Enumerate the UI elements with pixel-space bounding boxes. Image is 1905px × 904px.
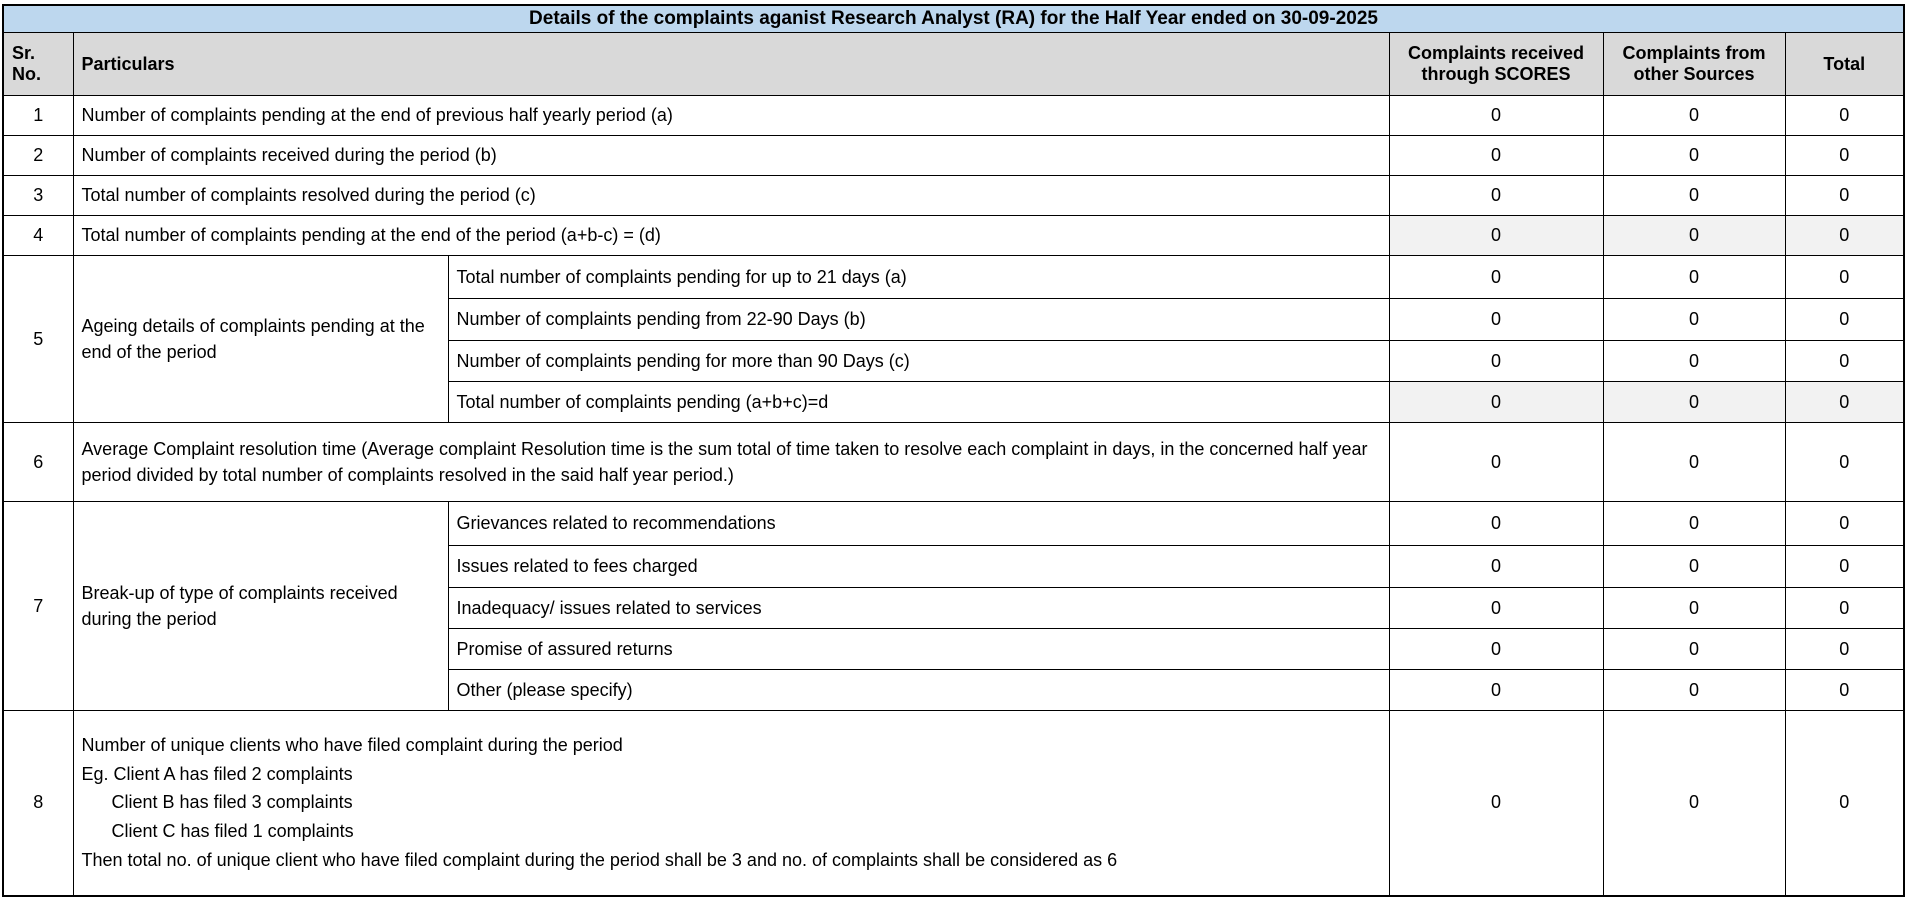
total-value-cell: 0 [1784, 587, 1905, 629]
other-value-cell: 0 [1602, 587, 1786, 629]
scores-value-cell: 0 [1388, 95, 1604, 136]
scores-value-cell: 0 [1388, 501, 1604, 546]
group-label-cell: Break-up of type of complaints received … [72, 501, 449, 711]
total-value-cell: 0 [1784, 381, 1905, 423]
total-value-cell: 0 [1784, 298, 1905, 341]
column-header-sr-no: Sr. No. [2, 32, 74, 96]
other-value-cell: 0 [1602, 545, 1786, 588]
sr-cell: 3 [2, 175, 74, 216]
title-row: Details of the complaints aganist Resear… [2, 4, 1905, 33]
sr-cell: 4 [2, 215, 74, 256]
particulars-cell: Number of complaints pending at the end … [72, 95, 1390, 136]
scores-value-cell: 0 [1388, 255, 1604, 299]
sr-cell: 8 [2, 710, 74, 896]
table-row: Other (please specify) 0 0 0 [3, 669, 1905, 711]
particulars-cell: Average Complaint resolution time (Avera… [72, 422, 1390, 502]
scores-value-cell: 0 [1388, 175, 1604, 216]
table-row: 3 Total number of complaints resolved du… [2, 175, 1905, 216]
scores-value-cell: 0 [1388, 135, 1604, 176]
table-row: Number of complaints pending for more th… [3, 340, 1905, 382]
header-row: Sr. No. Particulars Complaints received … [2, 32, 1905, 96]
table-row: Inadequacy/ issues related to services 0… [3, 587, 1905, 629]
sr-cell: 5 [2, 255, 74, 423]
sr-cell: 7 [2, 501, 74, 711]
other-value-cell: 0 [1602, 135, 1786, 176]
scores-value-cell: 0 [1388, 545, 1604, 588]
sub-particulars-cell: Other (please specify) [447, 669, 1390, 711]
total-value-cell: 0 [1784, 669, 1905, 711]
table-row: 4 Total number of complaints pending at … [2, 215, 1905, 256]
total-value-cell: 0 [1784, 710, 1905, 896]
sub-particulars-cell: Promise of assured returns [447, 628, 1390, 670]
other-value-cell: 0 [1602, 669, 1786, 711]
total-value-cell: 0 [1784, 95, 1905, 136]
column-header-other-sources: Complaints from other Sources [1602, 32, 1786, 96]
other-value-cell: 0 [1602, 628, 1786, 670]
table-row: Promise of assured returns 0 0 0 [3, 628, 1905, 670]
total-value-cell: 0 [1784, 255, 1905, 299]
particulars-cell: Total number of complaints resolved duri… [72, 175, 1390, 216]
scores-value-cell: 0 [1388, 587, 1604, 629]
sr-cell: 1 [2, 95, 74, 136]
sub-particulars-cell: Grievances related to recommendations [447, 501, 1390, 546]
scores-value-cell: 0 [1388, 669, 1604, 711]
total-value-cell: 0 [1784, 175, 1905, 216]
table-row: Issues related to fees charged 0 0 0 [3, 545, 1905, 588]
group-label-cell: Ageing details of complaints pending at … [72, 255, 449, 423]
sub-particulars-cell: Total number of complaints pending for u… [447, 255, 1390, 299]
table-row: 2 Number of complaints received during t… [2, 135, 1905, 176]
scores-value-cell: 0 [1388, 215, 1604, 256]
total-value-cell: 0 [1784, 215, 1905, 256]
sr-cell: 6 [2, 422, 74, 502]
total-value-cell: 0 [1784, 501, 1905, 546]
other-value-cell: 0 [1602, 175, 1786, 216]
table-row: 6 Average Complaint resolution time (Ave… [2, 422, 1905, 502]
scores-value-cell: 0 [1388, 422, 1604, 502]
table-row: 5 Ageing details of complaints pending a… [2, 255, 1905, 423]
column-header-total: Total [1784, 32, 1905, 96]
other-value-cell: 0 [1602, 710, 1786, 896]
particulars-cell: Number of unique clients who have filed … [72, 710, 1390, 896]
sub-particulars-cell: Number of complaints pending for more th… [447, 340, 1390, 382]
other-value-cell: 0 [1602, 298, 1786, 341]
total-value-cell: 0 [1784, 135, 1905, 176]
other-value-cell: 0 [1602, 501, 1786, 546]
particulars-cell: Total number of complaints pending at th… [72, 215, 1390, 256]
total-value-cell: 0 [1784, 422, 1905, 502]
total-value-cell: 0 [1784, 628, 1905, 670]
column-header-scores: Complaints received through SCORES [1388, 32, 1604, 96]
scores-value-cell: 0 [1388, 381, 1604, 423]
other-value-cell: 0 [1602, 340, 1786, 382]
table-row: Number of complaints pending from 22-90 … [3, 298, 1905, 341]
total-value-cell: 0 [1784, 340, 1905, 382]
column-header-particulars: Particulars [72, 32, 1390, 96]
sub-particulars-cell: Total number of complaints pending (a+b+… [447, 381, 1390, 423]
table-row: 7 Break-up of type of complaints receive… [2, 501, 1905, 711]
particulars-cell: Number of complaints received during the… [72, 135, 1390, 176]
other-value-cell: 0 [1602, 255, 1786, 299]
page-title: Details of the complaints aganist Resear… [2, 4, 1905, 33]
other-value-cell: 0 [1602, 95, 1786, 136]
scores-value-cell: 0 [1388, 340, 1604, 382]
scores-value-cell: 0 [1388, 298, 1604, 341]
complaints-table: Details of the complaints aganist Resear… [2, 4, 1905, 897]
sub-particulars-cell: Number of complaints pending from 22-90 … [447, 298, 1390, 341]
table-row: 8 Number of unique clients who have file… [2, 710, 1905, 896]
other-value-cell: 0 [1602, 422, 1786, 502]
sr-cell: 2 [2, 135, 74, 176]
sub-particulars-cell: Issues related to fees charged [447, 545, 1390, 588]
table-row: 1 Number of complaints pending at the en… [2, 95, 1905, 136]
sub-particulars-cell: Inadequacy/ issues related to services [447, 587, 1390, 629]
scores-value-cell: 0 [1388, 710, 1604, 896]
scores-value-cell: 0 [1388, 628, 1604, 670]
total-value-cell: 0 [1784, 545, 1905, 588]
other-value-cell: 0 [1602, 215, 1786, 256]
other-value-cell: 0 [1602, 381, 1786, 423]
